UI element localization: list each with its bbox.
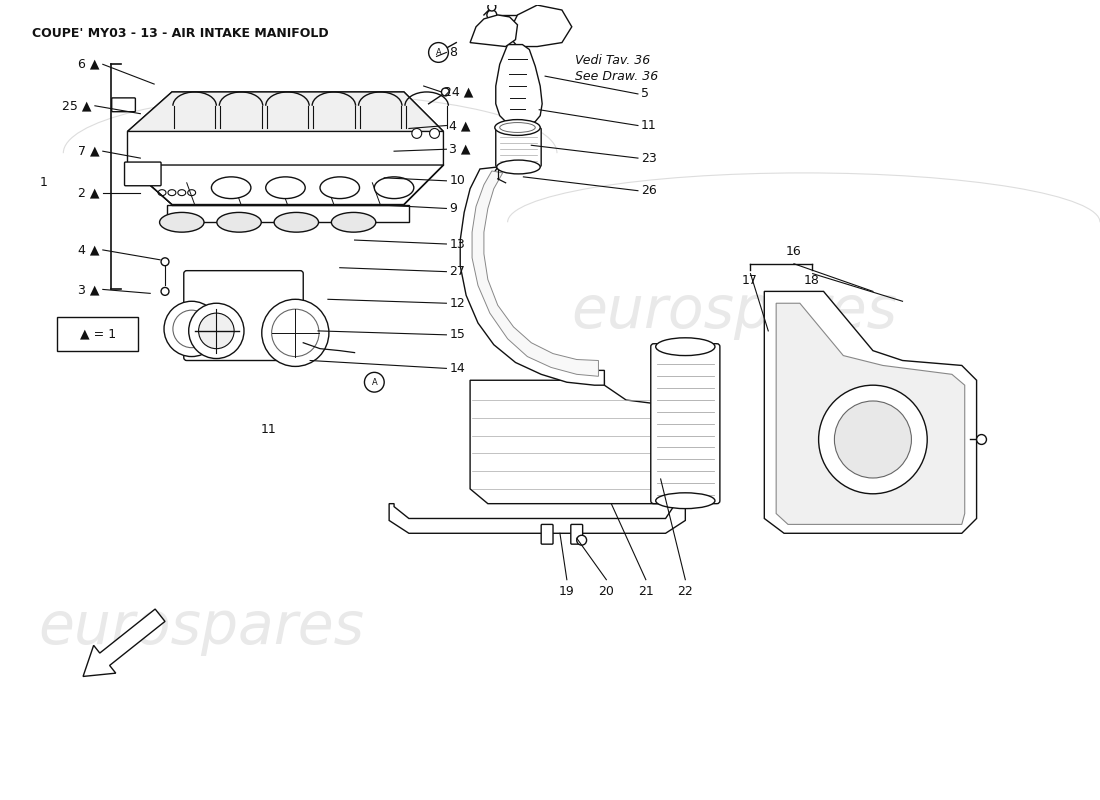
- Circle shape: [430, 129, 440, 138]
- Text: eurospares: eurospares: [572, 282, 898, 340]
- Polygon shape: [460, 167, 604, 385]
- Text: A: A: [372, 378, 377, 386]
- Text: A: A: [436, 48, 441, 57]
- FancyBboxPatch shape: [124, 162, 161, 186]
- Text: 22: 22: [678, 585, 693, 598]
- Ellipse shape: [320, 177, 360, 198]
- Text: 11: 11: [641, 119, 657, 132]
- Circle shape: [199, 313, 234, 349]
- Text: 8: 8: [450, 46, 458, 59]
- Circle shape: [164, 302, 219, 357]
- Text: 11: 11: [261, 423, 276, 436]
- Circle shape: [411, 129, 421, 138]
- Circle shape: [429, 42, 449, 62]
- Ellipse shape: [160, 213, 204, 232]
- Circle shape: [977, 434, 987, 445]
- Text: 16: 16: [786, 245, 802, 258]
- FancyArrow shape: [84, 609, 165, 677]
- Text: 6 ▲: 6 ▲: [78, 58, 100, 71]
- Circle shape: [487, 10, 497, 20]
- Text: 4 ▲: 4 ▲: [450, 119, 471, 132]
- FancyBboxPatch shape: [651, 344, 719, 504]
- Text: 15: 15: [450, 328, 465, 342]
- Ellipse shape: [211, 177, 251, 198]
- Ellipse shape: [835, 401, 912, 478]
- Ellipse shape: [656, 493, 715, 509]
- Text: 9: 9: [450, 202, 458, 215]
- Text: 1: 1: [40, 176, 47, 190]
- Ellipse shape: [274, 213, 319, 232]
- Ellipse shape: [818, 385, 927, 494]
- Circle shape: [161, 258, 169, 266]
- Text: 20: 20: [598, 585, 614, 598]
- Polygon shape: [128, 92, 443, 131]
- Text: 26: 26: [641, 184, 657, 197]
- Polygon shape: [777, 303, 965, 525]
- FancyBboxPatch shape: [541, 525, 553, 544]
- Text: COUPE' MY03 - 13 - AIR INTAKE MANIFOLD: COUPE' MY03 - 13 - AIR INTAKE MANIFOLD: [32, 26, 328, 40]
- Text: 14: 14: [450, 362, 465, 375]
- Polygon shape: [496, 45, 542, 126]
- Circle shape: [364, 372, 384, 392]
- Polygon shape: [470, 380, 675, 504]
- FancyBboxPatch shape: [112, 98, 135, 112]
- FancyBboxPatch shape: [184, 270, 304, 361]
- Text: 7 ▲: 7 ▲: [78, 145, 100, 158]
- FancyBboxPatch shape: [571, 525, 583, 544]
- FancyBboxPatch shape: [57, 317, 139, 350]
- Ellipse shape: [217, 213, 262, 232]
- Text: 5: 5: [641, 87, 649, 101]
- Polygon shape: [128, 165, 443, 205]
- Text: 3 ▲: 3 ▲: [78, 283, 100, 296]
- Ellipse shape: [374, 177, 414, 198]
- Text: eurospares: eurospares: [39, 598, 364, 655]
- Polygon shape: [128, 92, 443, 205]
- Ellipse shape: [495, 120, 540, 135]
- Polygon shape: [389, 504, 685, 534]
- Circle shape: [441, 88, 450, 96]
- Text: 2 ▲: 2 ▲: [78, 186, 100, 199]
- Ellipse shape: [497, 160, 540, 174]
- Ellipse shape: [266, 177, 305, 198]
- Circle shape: [262, 299, 329, 366]
- Polygon shape: [472, 171, 598, 376]
- Text: 21: 21: [638, 585, 653, 598]
- Text: 3 ▲: 3 ▲: [450, 142, 471, 156]
- Text: 23: 23: [641, 152, 657, 165]
- Text: 13: 13: [450, 238, 465, 250]
- Circle shape: [161, 287, 169, 295]
- Text: 24 ▲: 24 ▲: [444, 86, 474, 98]
- Text: 17: 17: [741, 274, 758, 286]
- Circle shape: [189, 303, 244, 358]
- Polygon shape: [470, 15, 517, 46]
- Polygon shape: [167, 205, 409, 222]
- Text: 10: 10: [450, 174, 465, 187]
- Circle shape: [576, 535, 586, 545]
- Polygon shape: [764, 291, 977, 534]
- Text: 25 ▲: 25 ▲: [63, 99, 92, 112]
- Ellipse shape: [331, 213, 376, 232]
- Text: 4 ▲: 4 ▲: [78, 243, 100, 257]
- Text: ▲ = 1: ▲ = 1: [80, 327, 116, 340]
- Polygon shape: [507, 5, 572, 46]
- Ellipse shape: [656, 338, 715, 355]
- Text: 19: 19: [559, 585, 574, 598]
- Text: Vedi Tav. 36
See Draw. 36: Vedi Tav. 36 See Draw. 36: [574, 54, 658, 83]
- Text: 27: 27: [450, 265, 465, 278]
- Circle shape: [497, 0, 507, 4]
- Text: 18: 18: [804, 274, 820, 286]
- FancyBboxPatch shape: [496, 127, 541, 167]
- Circle shape: [488, 3, 496, 11]
- Text: 12: 12: [450, 297, 465, 310]
